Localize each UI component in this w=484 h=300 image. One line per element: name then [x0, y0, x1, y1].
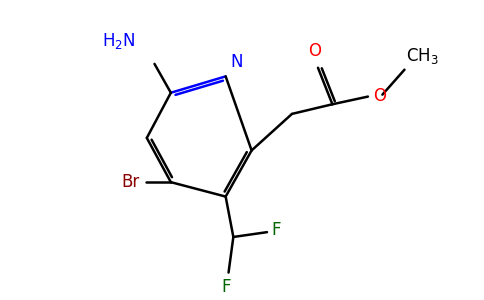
Text: CH$_3$: CH$_3$: [407, 46, 439, 66]
Text: N: N: [230, 52, 243, 70]
Text: F: F: [222, 278, 231, 296]
Text: Br: Br: [122, 173, 140, 191]
Text: H$_2$N: H$_2$N: [102, 32, 135, 51]
Text: O: O: [373, 87, 386, 105]
Text: F: F: [272, 221, 281, 239]
Text: O: O: [309, 42, 321, 60]
